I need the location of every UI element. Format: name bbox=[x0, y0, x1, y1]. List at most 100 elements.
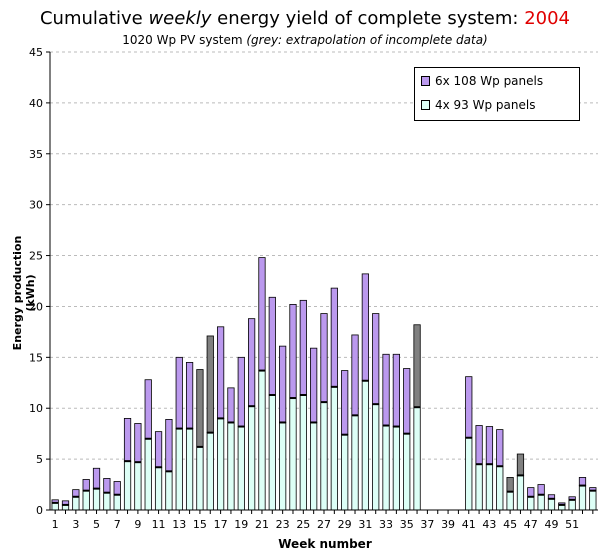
bar-lower-week-26 bbox=[310, 422, 318, 511]
bar-lower-week-10 bbox=[144, 438, 152, 511]
x-tick-label: 23 bbox=[276, 518, 290, 531]
bar-lower-week-6 bbox=[103, 492, 111, 511]
legend-label-lower: 4x 93 Wp panels bbox=[435, 98, 536, 112]
bar-lower-week-44 bbox=[496, 465, 504, 511]
bar-lower-week-5 bbox=[92, 488, 101, 511]
bar-upper-week-29 bbox=[341, 370, 349, 436]
y-tick-label: 40 bbox=[29, 97, 43, 110]
y-tick-label: 10 bbox=[29, 402, 43, 415]
bar-lower-week-11 bbox=[154, 466, 163, 511]
y-tick-label: 35 bbox=[29, 148, 43, 161]
bar-upper-week-52 bbox=[578, 477, 587, 486]
y-tick-label: 45 bbox=[29, 46, 43, 59]
x-tick-label: 49 bbox=[544, 518, 558, 531]
y-tick-label: 25 bbox=[29, 250, 43, 263]
bar-upper-week-36 bbox=[413, 324, 421, 408]
bar-lower-week-17 bbox=[216, 417, 225, 511]
bar-upper-week-11 bbox=[154, 431, 163, 468]
bar-upper-week-28 bbox=[330, 287, 338, 388]
y-tick-label: 30 bbox=[29, 199, 43, 212]
bar-upper-week-33 bbox=[382, 353, 390, 426]
bar-upper-week-43 bbox=[485, 426, 494, 465]
title-year: 2004 bbox=[524, 8, 570, 29]
bar-lower-week-20 bbox=[248, 405, 256, 511]
bar-lower-week-9 bbox=[134, 461, 142, 511]
legend-label-upper: 6x 108 Wp panels bbox=[435, 74, 544, 88]
x-tick-label: 27 bbox=[317, 518, 331, 531]
bar-upper-week-6 bbox=[103, 478, 111, 494]
x-axis-label: Week number bbox=[278, 537, 372, 551]
bar-lower-week-24 bbox=[289, 397, 297, 511]
bar-lower-week-30 bbox=[351, 414, 359, 511]
x-tick-label: 17 bbox=[214, 518, 228, 531]
bar-lower-week-33 bbox=[382, 425, 390, 511]
bar-lower-week-46 bbox=[516, 474, 525, 511]
bar-lower-week-12 bbox=[165, 470, 173, 511]
bar-lower-week-21 bbox=[258, 370, 266, 511]
legend-swatch-lower bbox=[421, 100, 430, 110]
bar-lower-week-14 bbox=[185, 428, 194, 511]
chart-title: Cumulative weekly energy yield of comple… bbox=[39, 8, 570, 29]
bar-upper-week-34 bbox=[392, 353, 400, 427]
x-tick-label: 31 bbox=[358, 518, 372, 531]
bar-lower-week-7 bbox=[113, 494, 121, 511]
bar-upper-week-19 bbox=[237, 356, 245, 427]
bar-lower-week-28 bbox=[330, 386, 338, 511]
bar-upper-week-26 bbox=[310, 347, 318, 423]
bar-lower-week-47 bbox=[527, 496, 535, 511]
x-tick-label: 25 bbox=[296, 518, 310, 531]
x-tick-label: 43 bbox=[482, 518, 496, 531]
bar-lower-week-42 bbox=[475, 463, 483, 511]
legend-item-lower: 4x 93 Wp panels bbox=[421, 98, 535, 112]
x-tick-label: 37 bbox=[420, 518, 434, 531]
bar-upper-week-44 bbox=[496, 429, 504, 467]
bar-upper-week-10 bbox=[144, 379, 152, 440]
bar-upper-week-16 bbox=[206, 335, 214, 434]
bar-lower-week-8 bbox=[123, 460, 132, 511]
bar-lower-week-3 bbox=[72, 496, 80, 511]
bar-upper-week-35 bbox=[403, 368, 411, 435]
bar-upper-week-47 bbox=[527, 487, 535, 498]
bar-lower-week-25 bbox=[299, 394, 307, 511]
x-tick-label: 45 bbox=[503, 518, 517, 531]
x-tick-label: 41 bbox=[462, 518, 476, 531]
bar-upper-week-31 bbox=[361, 273, 369, 382]
bar-upper-week-41 bbox=[465, 376, 473, 439]
x-tick-label: 11 bbox=[152, 518, 166, 531]
bar-lower-week-1 bbox=[51, 502, 59, 511]
x-tick-label: 21 bbox=[255, 518, 269, 531]
x-tick-label: 33 bbox=[379, 518, 393, 531]
bar-lower-week-51 bbox=[568, 499, 576, 511]
bar-upper-week-32 bbox=[372, 313, 380, 405]
bar-upper-week-7 bbox=[113, 481, 121, 496]
bar-lower-week-52 bbox=[578, 485, 587, 511]
bar-lower-week-53 bbox=[589, 490, 597, 511]
x-tick-label: 5 bbox=[93, 518, 100, 531]
x-tick-label: 29 bbox=[338, 518, 352, 531]
y-tick-label: 20 bbox=[29, 300, 43, 313]
x-tick-label: 3 bbox=[72, 518, 79, 531]
bar-lower-week-36 bbox=[413, 406, 421, 511]
bar-upper-week-21 bbox=[258, 257, 266, 371]
bar-lower-week-43 bbox=[485, 463, 494, 511]
bar-upper-week-23 bbox=[279, 345, 287, 423]
bar-upper-week-20 bbox=[248, 318, 256, 407]
bar-lower-week-41 bbox=[465, 437, 473, 511]
bar-lower-week-15 bbox=[196, 446, 204, 511]
bar-upper-week-24 bbox=[289, 304, 297, 399]
y-tick-label: 0 bbox=[36, 504, 43, 517]
bar-lower-week-23 bbox=[279, 422, 287, 511]
bar-upper-week-15 bbox=[196, 369, 204, 448]
x-tick-label: 1 bbox=[52, 518, 59, 531]
bar-lower-week-34 bbox=[392, 426, 400, 511]
x-tick-label: 9 bbox=[134, 518, 141, 531]
bar-lower-week-4 bbox=[82, 490, 90, 511]
bar-upper-week-22 bbox=[268, 296, 276, 396]
x-tick-label: 19 bbox=[234, 518, 248, 531]
chart-subtitle: 1020 Wp PV system (grey: extrapolation o… bbox=[122, 33, 488, 47]
bar-upper-week-3 bbox=[72, 489, 80, 498]
bar-upper-week-8 bbox=[123, 417, 132, 462]
bar-upper-week-18 bbox=[227, 387, 235, 423]
